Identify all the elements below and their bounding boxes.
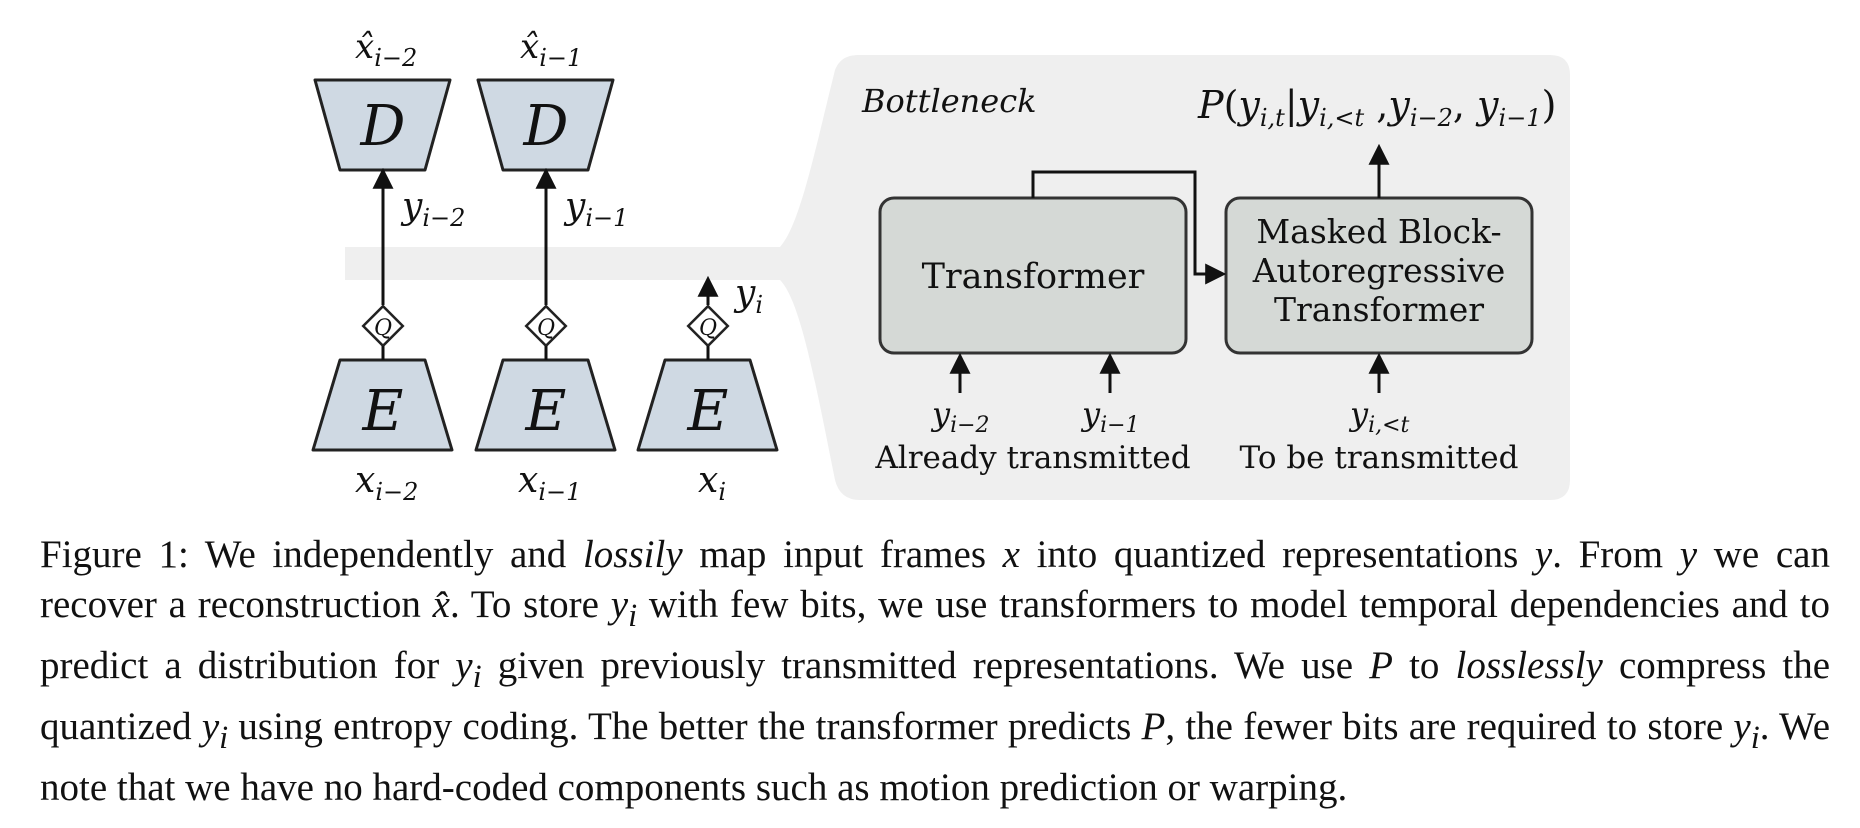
quantizer-letter: Q (537, 316, 555, 341)
caption-text: , the fewer bits are required to store (1165, 705, 1734, 749)
caption-text: . We note that we have no hard-coded com… (40, 705, 1831, 810)
transformer-block: Transformer (878, 196, 1188, 355)
caption-text: . From (1552, 533, 1680, 576)
masked-transformer-label-line-1: Masked Block- (1256, 212, 1501, 251)
caption-math: y (201, 705, 220, 749)
encoder-3: E (636, 358, 779, 452)
caption-subscript: i (1750, 719, 1760, 756)
masked-input: yi,<t (1348, 395, 1410, 438)
bottleneck-label: Bottleneck (861, 82, 1037, 120)
input-label-2: xi−1 (518, 460, 581, 506)
latent-label-3: yi (733, 273, 763, 319)
already-transmitted-label: Already transmitted (874, 440, 1190, 476)
encoder-2: E (474, 358, 617, 452)
quantizer-letter: Q (374, 316, 392, 341)
caption-text: with few bits, we use transformers to mo… (40, 582, 1830, 687)
quantizer-3: Q (686, 304, 730, 348)
encoder-1: E (311, 358, 454, 452)
encoder-letter: E (525, 379, 567, 444)
input-label-1: xi−2 (355, 460, 418, 506)
caption-math: x̂ (432, 582, 450, 626)
caption-math: x (1002, 533, 1020, 576)
caption-math: y (1534, 533, 1553, 576)
decoder-output-2: x̂i−1 (520, 27, 582, 72)
caption-math: y (610, 582, 629, 626)
output-distribution: P(yi,t|yi,<t ,yi−2, yi−1) (1197, 83, 1556, 132)
caption-math: y (1733, 705, 1751, 749)
quantizer-2: Q (524, 304, 568, 348)
caption-text: We independently and (188, 533, 583, 576)
caption-text: compress the quantized (40, 643, 1831, 749)
caption-subscript: i (628, 597, 638, 634)
quantizer-1: Q (361, 304, 405, 348)
decoder-letter: D (360, 94, 406, 159)
encoder-letter: E (687, 379, 729, 444)
masked-transformer-block: Masked Block- Autoregressive Transformer (1224, 196, 1534, 355)
caption-math: y (1679, 533, 1698, 576)
bottleneck-input-2: yi−1 (1080, 395, 1140, 438)
caption-text: given previously transmitted representat… (481, 643, 1370, 687)
caption-math: y (455, 643, 473, 687)
latent-label-1: yi−2 (400, 186, 465, 232)
encoder-letter: E (362, 379, 404, 444)
figure-label: Figure 1: (40, 533, 189, 576)
decoder-letter: D (523, 94, 569, 159)
caption-math: P (1141, 705, 1166, 749)
caption-text: we can recover a reconstruction (40, 533, 1830, 626)
latent-label-2: yi−1 (563, 186, 628, 232)
masked-transformer-label-line-2: Autoregressive (1252, 251, 1506, 290)
figure-diagram: Bottleneck D D x̂i−2 x̂i−1 yi−2 yi−1 Q Q… (311, 27, 1570, 506)
masked-transformer-label-line-3: Transformer (1274, 290, 1484, 329)
quantizer-letter: Q (699, 316, 717, 341)
caption-text: into quantized representations (1019, 533, 1535, 576)
caption-subscript: i (472, 658, 482, 695)
caption-text: . To store (449, 582, 611, 626)
decoder-1: D (313, 78, 452, 172)
caption-text: using entropy coding. The better the tra… (228, 705, 1142, 749)
caption-math: P (1369, 643, 1393, 687)
caption-subscript: i (219, 719, 229, 756)
caption-text: to (1393, 643, 1456, 687)
input-label-3: xi (698, 460, 726, 506)
decoder-output-1: x̂i−2 (355, 27, 417, 72)
decoder-2: D (476, 78, 615, 172)
caption-text: map input frames (682, 533, 1003, 576)
transformer-label: Transformer (922, 257, 1145, 297)
bottleneck-input-1: yi−2 (930, 395, 990, 438)
caption-emphasis: losslessly (1455, 643, 1603, 687)
caption-emphasis: lossily (582, 533, 683, 576)
to-be-transmitted-label: To be transmitted (1240, 440, 1519, 476)
figure-caption: Figure 1: We independently and lossily m… (40, 530, 1830, 813)
